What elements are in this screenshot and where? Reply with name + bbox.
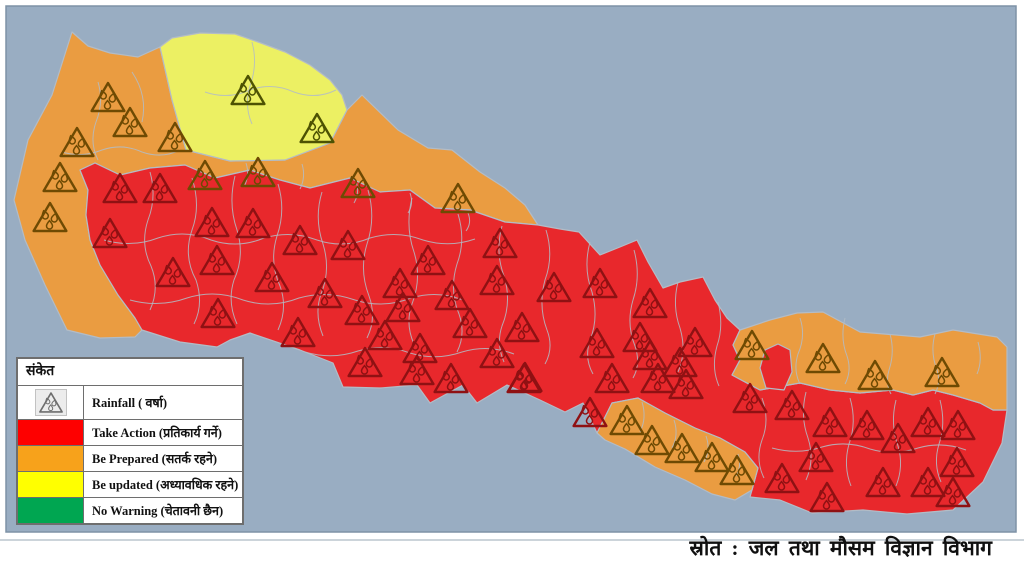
footer-divider-line <box>0 539 1024 541</box>
legend-label-rainfall: Rainfall ( वर्षा) <box>92 396 168 410</box>
legend-label-be-updated: Be updated (अध्यावधिक रहने) <box>92 478 239 492</box>
legend-row-be-prepared: Be Prepared (सतर्क रहने) <box>18 445 242 471</box>
be-prepared-color-swatch <box>18 446 84 471</box>
legend-label-no-warning: No Warning (चेतावनी छैन) <box>92 504 224 518</box>
district-zone-red-notch <box>759 343 793 391</box>
legend-title: संकेत <box>26 364 55 379</box>
be-updated-color-swatch <box>18 472 84 497</box>
legend-row-take-action: Take Action (प्रतिकार्य गर्ने) <box>18 419 242 445</box>
district-borders <box>61 41 981 487</box>
take-action-color-swatch <box>18 420 84 445</box>
district-zone-yellow <box>159 32 348 162</box>
no-warning-color-swatch <box>18 498 84 523</box>
legend-label-be-prepared: Be Prepared (सतर्क रहने) <box>92 452 217 466</box>
rainfall-icon <box>34 389 67 416</box>
legend-row-be-updated: Be updated (अध्यावधिक रहने) <box>18 471 242 497</box>
legend-row-rainfall: Rainfall ( वर्षा) <box>18 385 242 419</box>
legend-label-take-action: Take Action (प्रतिकार्य गर्ने) <box>92 426 222 440</box>
district-zone-red-main <box>79 162 1008 515</box>
source-attribution-text: स्रोत : जल तथा मौसम विज्ञान विभाग <box>689 536 992 560</box>
legend-row-no-warning: No Warning (चेतावनी छैन) <box>18 497 242 523</box>
legend: संकेत Rainfall ( वर्षा) Take Action (प्र… <box>16 357 244 525</box>
